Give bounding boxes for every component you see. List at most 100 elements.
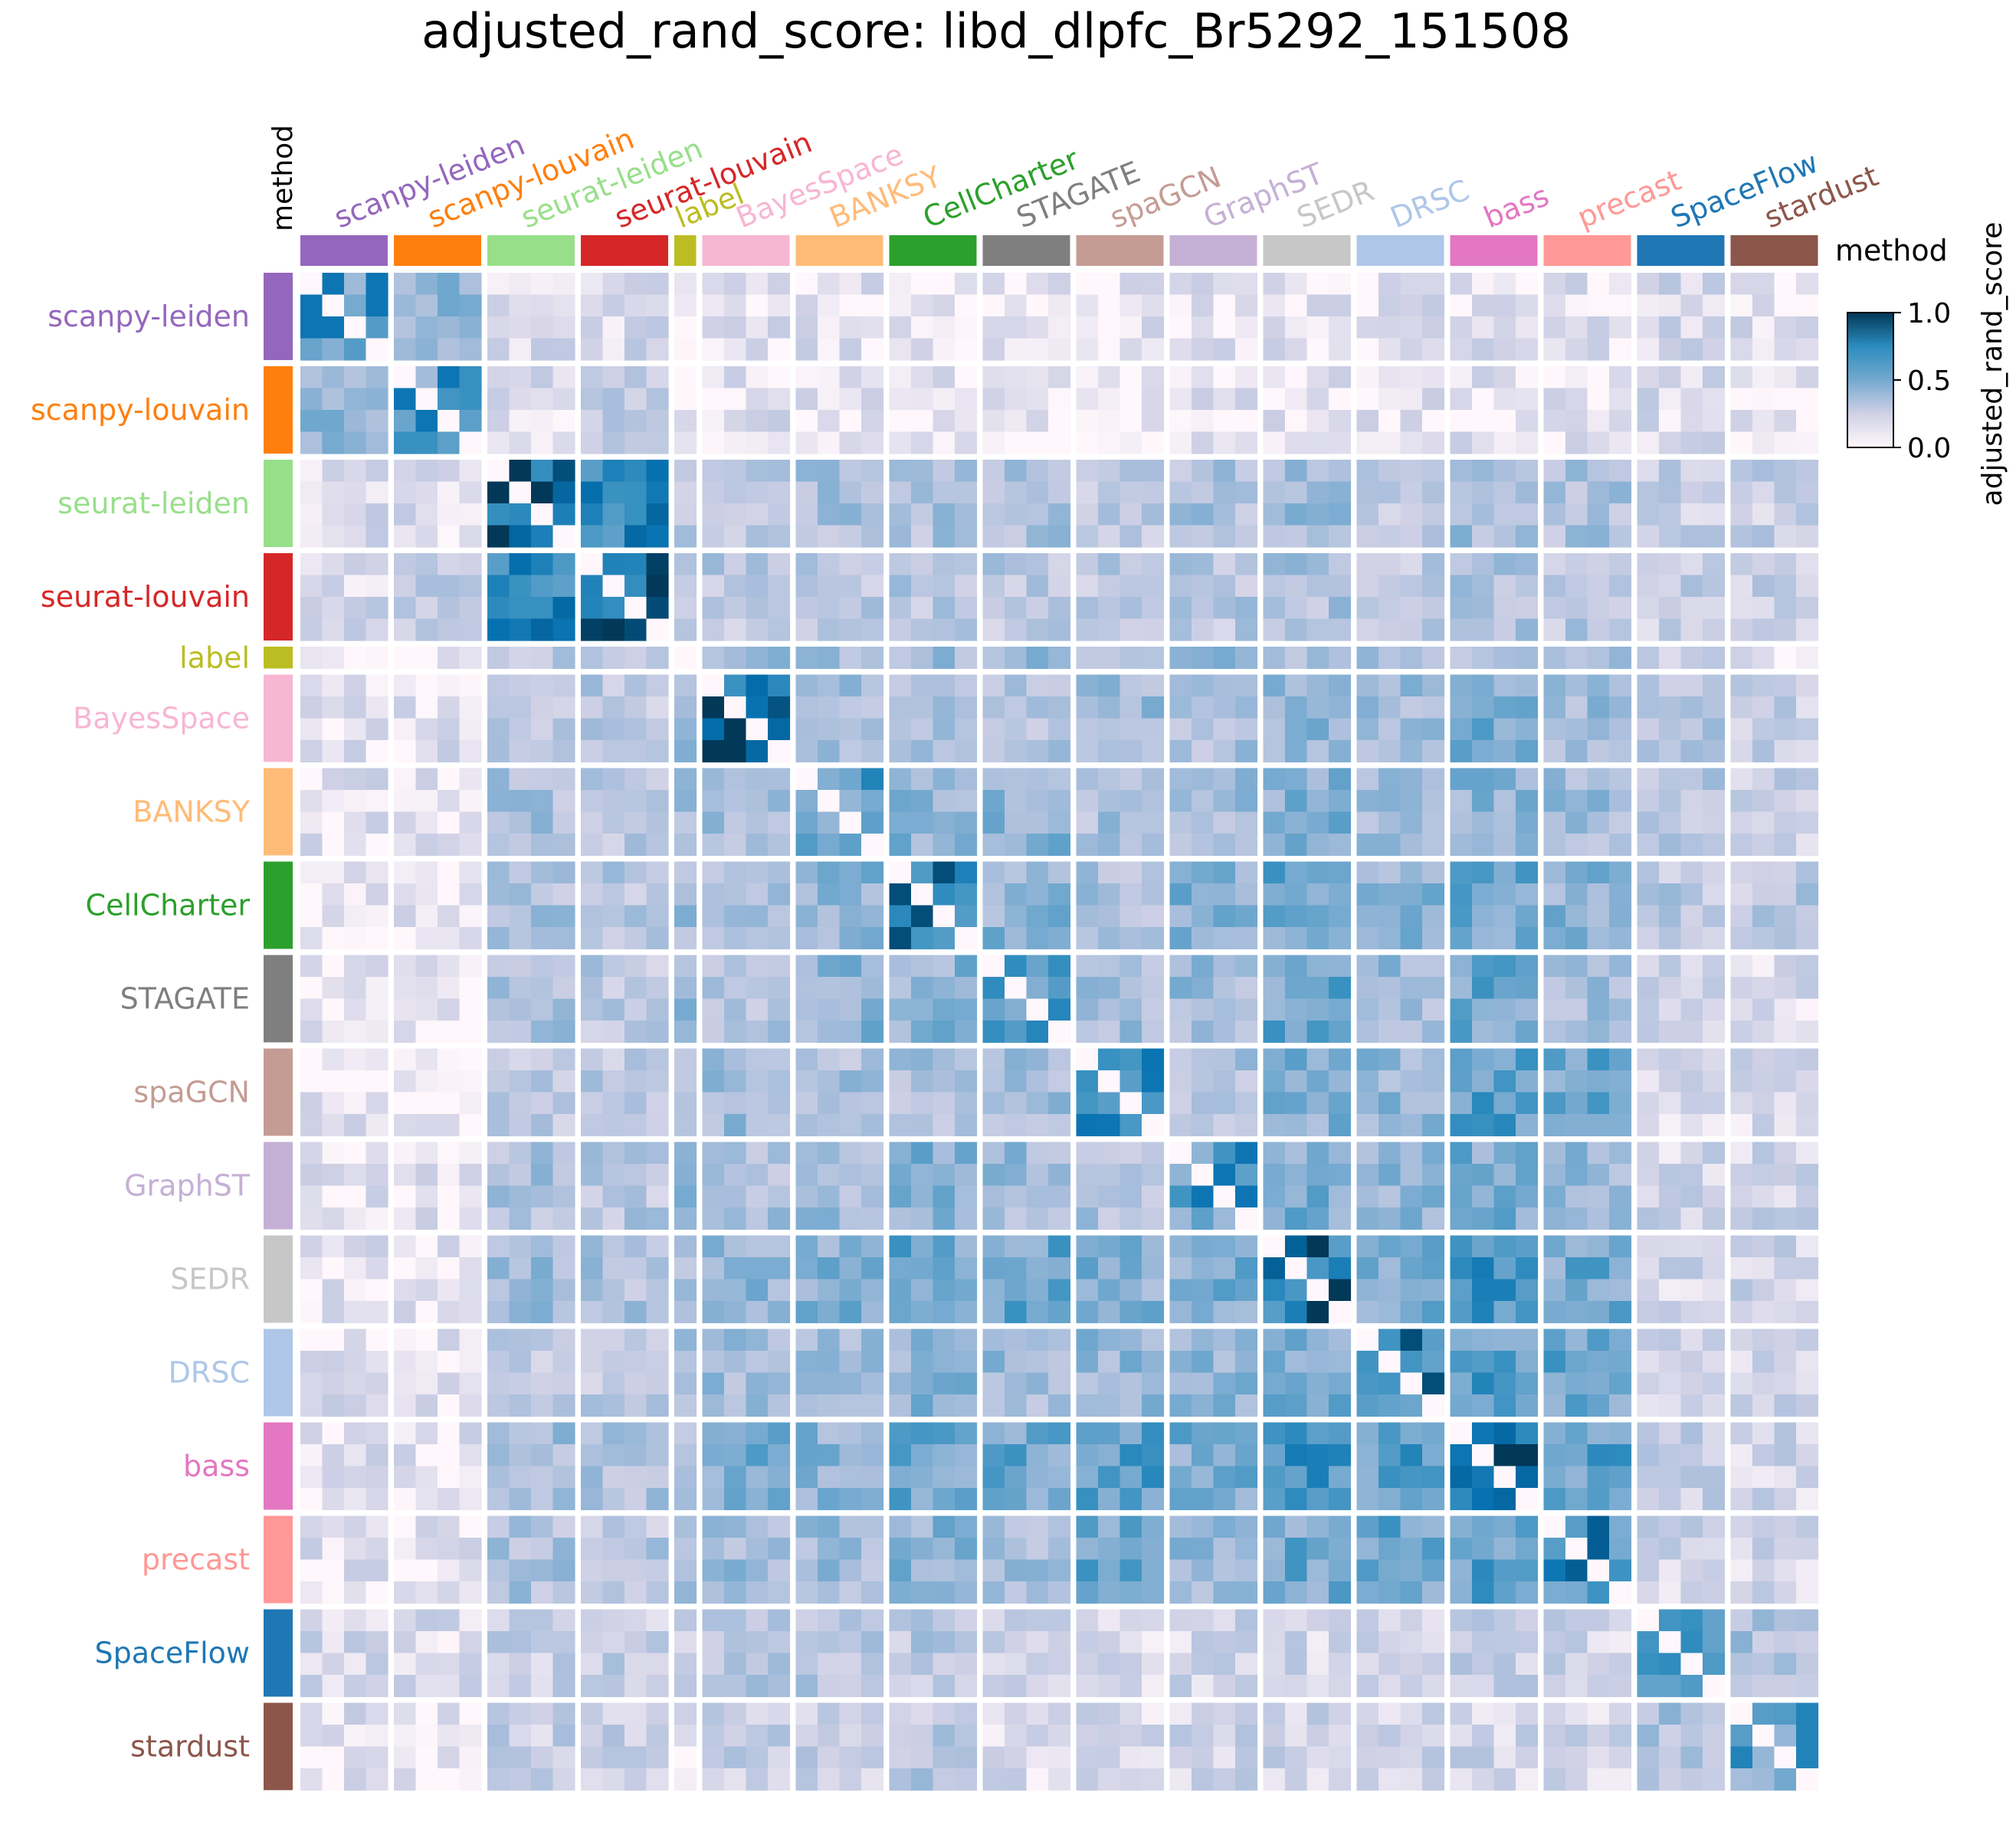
heatmap-cell	[1192, 883, 1215, 906]
heatmap-cell	[1285, 1631, 1308, 1654]
heatmap-cell	[955, 811, 978, 834]
row-annotation-scanpy-louvain	[264, 366, 293, 454]
heatmap-cell	[344, 1070, 367, 1093]
heatmap-cell	[1659, 861, 1682, 884]
heatmap-cell	[1493, 977, 1516, 1000]
heatmap-cell	[344, 1746, 367, 1769]
heatmap-cell	[1213, 1631, 1236, 1654]
heatmap-cell	[509, 1021, 532, 1044]
col-annotation-seurat-louvain	[581, 235, 668, 266]
heatmap-cell	[1329, 1559, 1352, 1582]
heatmap-cell	[1306, 834, 1329, 857]
heatmap-cell	[415, 388, 438, 411]
heatmap-cell	[795, 1257, 818, 1280]
heatmap-cell	[1378, 1185, 1401, 1208]
heatmap-cell	[1680, 1422, 1703, 1445]
heatmap-cell	[1119, 1048, 1142, 1071]
heatmap-cell	[1543, 294, 1566, 317]
heatmap-cell	[889, 316, 912, 339]
heatmap-cell	[1752, 1394, 1775, 1417]
heatmap-cell	[911, 861, 934, 884]
heatmap-cell	[1306, 1768, 1329, 1791]
heatmap-cell	[861, 316, 884, 339]
heatmap-cell	[795, 431, 818, 454]
heatmap-cell	[1543, 1164, 1566, 1187]
heatmap-cell	[415, 1048, 438, 1071]
heatmap-cell	[1796, 834, 1819, 857]
heatmap-cell	[1169, 1185, 1192, 1208]
heatmap-cell	[300, 790, 323, 813]
heatmap-cell	[438, 718, 461, 741]
heatmap-cell	[1422, 1466, 1445, 1489]
heatmap-cell	[1796, 366, 1819, 389]
heatmap-cell	[459, 674, 482, 697]
heatmap-cell	[746, 905, 769, 928]
heatmap-cell	[602, 1631, 625, 1654]
heatmap-cell	[839, 861, 862, 884]
heatmap-cell	[982, 1653, 1005, 1676]
heatmap-cell	[1048, 1675, 1071, 1698]
heatmap-cell	[438, 1581, 461, 1604]
heatmap-cell	[933, 1581, 956, 1604]
heatmap-cell	[1119, 294, 1142, 317]
heatmap-cell	[911, 525, 934, 548]
heatmap-cell	[724, 1207, 747, 1230]
heatmap-cell	[1609, 273, 1632, 296]
heatmap-cell	[1422, 1394, 1445, 1417]
heatmap-cell	[487, 1114, 510, 1137]
heatmap-cell	[366, 1070, 388, 1093]
heatmap-cell	[300, 861, 323, 884]
heatmap-cell	[531, 1142, 554, 1165]
heatmap-cell	[624, 955, 647, 978]
heatmap-cell	[1213, 696, 1236, 719]
heatmap-cell	[674, 503, 697, 526]
heatmap-cell	[1774, 834, 1797, 857]
heatmap-cell	[322, 366, 345, 389]
heatmap-cell	[344, 696, 367, 719]
heatmap-cell	[724, 553, 747, 576]
heatmap-cell	[1680, 366, 1703, 389]
heatmap-cell	[955, 1185, 978, 1208]
heatmap-cell	[1329, 410, 1352, 433]
heatmap-cell	[394, 410, 417, 433]
heatmap-cell	[839, 366, 862, 389]
heatmap-cell	[1356, 1559, 1379, 1582]
heatmap-cell	[1565, 1768, 1588, 1791]
heatmap-cell	[1378, 1394, 1401, 1417]
heatmap-cell	[415, 768, 438, 791]
heatmap-cell	[1356, 1021, 1379, 1044]
heatmap-cell	[531, 1538, 554, 1561]
heatmap-cell	[1356, 1725, 1379, 1748]
heatmap-cell	[646, 811, 669, 834]
heatmap-cell	[322, 1048, 345, 1071]
heatmap-cell	[911, 647, 934, 670]
heatmap-cell	[1609, 503, 1632, 526]
heatmap-cell	[1076, 1207, 1099, 1230]
heatmap-cell	[344, 1488, 367, 1511]
heatmap-cell	[1637, 1092, 1660, 1115]
heatmap-cell	[1169, 1702, 1192, 1725]
heatmap-cell	[982, 1021, 1005, 1044]
heatmap-cell	[795, 1092, 818, 1115]
heatmap-cell	[674, 597, 697, 620]
heatmap-cell	[624, 768, 647, 791]
heatmap-cell	[911, 1631, 934, 1654]
heatmap-cell	[1306, 1301, 1329, 1324]
heatmap-cell	[724, 1372, 747, 1395]
heatmap-cell	[1213, 575, 1236, 598]
heatmap-cell	[1422, 525, 1445, 548]
heatmap-cell	[674, 1329, 697, 1352]
heatmap-cell	[300, 927, 323, 950]
heatmap-cell	[1356, 316, 1379, 339]
heatmap-cell	[1048, 1466, 1071, 1489]
heatmap-cell	[1306, 740, 1329, 763]
heatmap-cell	[1730, 597, 1753, 620]
heatmap-cell	[724, 410, 747, 433]
heatmap-cell	[581, 977, 604, 1000]
heatmap-cell	[646, 338, 669, 361]
heatmap-cell	[509, 1329, 532, 1352]
heatmap-cell	[795, 740, 818, 763]
heatmap-cell	[1472, 575, 1495, 598]
heatmap-cell	[1119, 955, 1142, 978]
heatmap-cell	[1796, 1466, 1819, 1489]
